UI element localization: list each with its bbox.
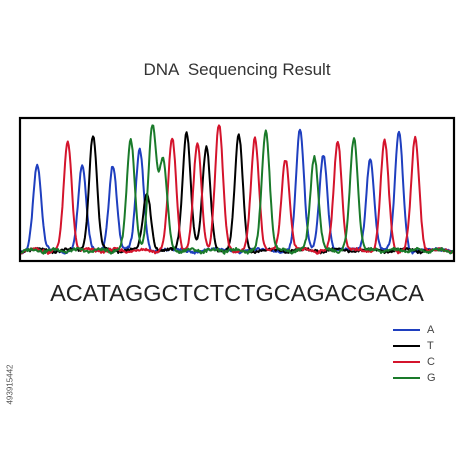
- trace-g: [20, 124, 454, 255]
- legend-item-a: A: [393, 322, 436, 338]
- legend-label-t: T: [427, 340, 434, 352]
- base-sequence: ACATAGGCTCTCTGCAGACGACA: [50, 280, 424, 306]
- legend-label-g: G: [427, 372, 436, 384]
- legend-swatch-a: [393, 329, 420, 331]
- trace-t: [20, 131, 454, 255]
- chart-frame: [18, 116, 456, 263]
- legend-swatch-c: [393, 361, 420, 363]
- legend-label-a: A: [427, 324, 435, 336]
- legend-item-c: C: [393, 354, 436, 370]
- legend: A T C G: [393, 322, 436, 386]
- legend-item-g: G: [393, 370, 436, 386]
- chart-title: DNA Sequencing Result: [143, 60, 331, 79]
- legend-label-c: C: [427, 356, 435, 368]
- stock-id-text: 493915442: [5, 364, 15, 405]
- legend-swatch-t: [393, 345, 420, 347]
- legend-swatch-g: [393, 377, 420, 379]
- chromatogram-traces: [20, 124, 454, 255]
- legend-item-t: T: [393, 338, 436, 354]
